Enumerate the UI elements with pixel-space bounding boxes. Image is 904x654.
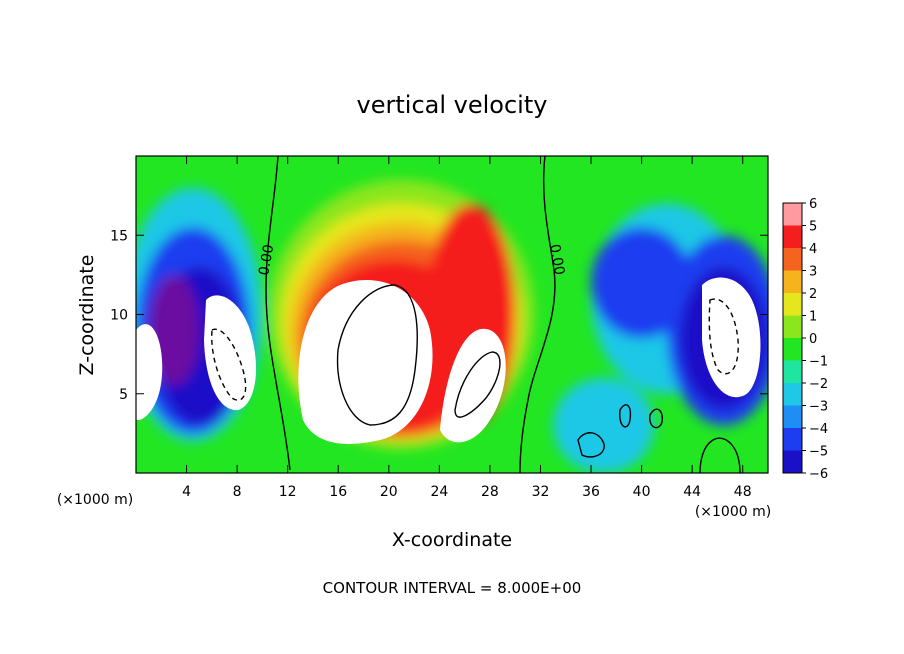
contour-line bbox=[265, 156, 291, 471]
colorbar-label: −6 bbox=[809, 467, 828, 482]
colorbar-label: 5 bbox=[809, 220, 817, 235]
colorbar-label: 3 bbox=[809, 265, 817, 280]
x-tick-label: 32 bbox=[532, 484, 550, 500]
colorbar-label: −2 bbox=[809, 377, 828, 392]
contour-label: 0.00 bbox=[546, 243, 567, 276]
y-tick-label: 5 bbox=[119, 387, 128, 403]
x-tick-label: 8 bbox=[233, 484, 242, 500]
saturated-core bbox=[136, 324, 163, 420]
contour-line-dashed bbox=[708, 298, 739, 375]
y-tick-label: 15 bbox=[110, 228, 128, 244]
x-tick-label: 48 bbox=[734, 484, 752, 500]
colorbar-segment bbox=[783, 383, 802, 406]
contour-label: 0.00 bbox=[256, 243, 277, 276]
colorbar-label: 2 bbox=[809, 287, 817, 302]
x-tick-label: 40 bbox=[633, 484, 651, 500]
x-tick-label: 28 bbox=[481, 484, 499, 500]
colorbar-label: 4 bbox=[809, 242, 817, 257]
colorbar-segment bbox=[783, 203, 802, 226]
colorbar-segment bbox=[783, 225, 802, 249]
contour-line bbox=[454, 351, 501, 418]
saturated-cores bbox=[136, 277, 761, 444]
saturated-core bbox=[298, 280, 433, 444]
contour-interval-text: CONTOUR INTERVAL = 8.000E+00 bbox=[323, 579, 582, 597]
y-tick-label: 10 bbox=[110, 308, 128, 324]
colorbar-segment bbox=[783, 405, 802, 429]
colorbar-segment bbox=[783, 293, 802, 316]
colorbar: 6 5 4 3 2 1 0 −1 −2 −3 −4 −5 −6 bbox=[782, 197, 828, 482]
colorbar-label: −1 bbox=[809, 355, 828, 370]
x-unit-left: (×1000 m) bbox=[57, 492, 133, 508]
saturated-core bbox=[702, 277, 761, 398]
colorbar-segment bbox=[783, 338, 802, 361]
x-tick-label: 4 bbox=[182, 484, 191, 500]
y-axis: 5 10 15 bbox=[110, 228, 768, 403]
colorbar-label: −3 bbox=[809, 400, 828, 415]
colorbar-segment bbox=[783, 428, 802, 451]
colorbar-segment bbox=[783, 450, 802, 474]
colorbar-label: 1 bbox=[809, 310, 817, 325]
x-unit-right: (×1000 m) bbox=[695, 504, 771, 520]
colorbar-segment bbox=[783, 248, 802, 271]
contour-line bbox=[577, 432, 605, 458]
colorbar-label: 0 bbox=[809, 332, 817, 347]
y-axis-label: Z-coordinate bbox=[76, 255, 98, 376]
colorbar-segment bbox=[783, 360, 802, 384]
x-axis-label: X-coordinate bbox=[392, 529, 512, 551]
contour-line bbox=[519, 156, 556, 473]
colorbar-segment bbox=[783, 270, 802, 294]
plot-area bbox=[136, 156, 768, 473]
saturated-core bbox=[204, 295, 257, 411]
contour-line bbox=[336, 284, 418, 426]
velocity-region bbox=[591, 227, 693, 339]
chart-title: vertical velocity bbox=[357, 91, 548, 119]
contour-line bbox=[619, 404, 632, 428]
saturated-core bbox=[440, 328, 506, 443]
colorbar-label: −5 bbox=[809, 445, 828, 460]
colorbar-segment bbox=[783, 315, 802, 339]
contour-line bbox=[699, 437, 741, 473]
x-tick-label: 20 bbox=[380, 484, 398, 500]
x-tick-label: 16 bbox=[329, 484, 347, 500]
x-tick-label: 44 bbox=[683, 484, 701, 500]
colorbar-label: 6 bbox=[809, 197, 817, 212]
x-tick-label: 12 bbox=[279, 484, 297, 500]
contour-lines bbox=[211, 156, 741, 473]
contour-line bbox=[649, 408, 664, 429]
velocity-region bbox=[553, 377, 655, 473]
x-axis: 4 8 12 16 20 24 28 32 36 40 44 48 bbox=[182, 156, 752, 500]
x-tick-label: 24 bbox=[430, 484, 448, 500]
x-tick-label: 36 bbox=[582, 484, 600, 500]
contour-line-dashed bbox=[211, 328, 247, 401]
colorbar-label: −4 bbox=[809, 422, 828, 437]
